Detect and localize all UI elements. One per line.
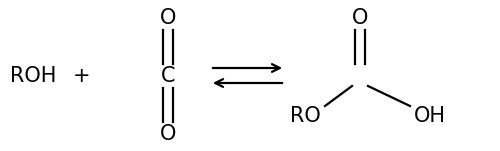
Text: +: + [73, 66, 91, 86]
Text: O: O [352, 8, 368, 28]
Text: RO: RO [290, 106, 320, 126]
Text: O: O [160, 8, 176, 28]
Text: O: O [160, 124, 176, 144]
Text: C: C [161, 66, 176, 86]
Text: OH: OH [414, 106, 446, 126]
Text: ROH: ROH [10, 66, 56, 86]
